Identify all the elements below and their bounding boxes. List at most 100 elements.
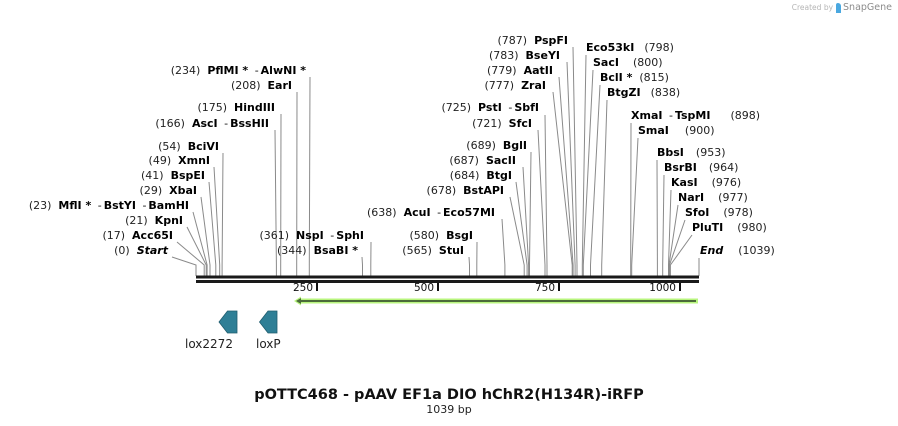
orf-arrowhead-icon [296, 298, 301, 304]
enzyme-name: NarI [678, 191, 705, 204]
separator: - [437, 206, 442, 219]
site-label-sfci[interactable]: (721) SfcI [472, 117, 532, 131]
enzyme-name: AcuI [403, 206, 431, 219]
orf-feature-arrow[interactable] [294, 296, 698, 306]
position-label: (978) [723, 206, 753, 219]
position-label: (687) [449, 154, 479, 167]
position-label: (21) [125, 214, 148, 227]
snapgene-watermark: Created by SnapGene [792, 2, 892, 13]
loxp-feature-arrow[interactable] [258, 310, 278, 334]
leader-line-zrai [552, 91, 573, 276]
site-label-acc65i[interactable]: (17) Acc65I [102, 229, 173, 243]
site-label-bseyi[interactable]: (783) BseYI [489, 49, 560, 63]
site-label-acui-eco57mi[interactable]: (638) AcuI - Eco57MI [367, 206, 495, 220]
site-label-hindiii[interactable]: (175) HindIII [197, 101, 275, 115]
start-marker-label[interactable]: (0) Start [114, 244, 168, 258]
leader-line-aatii [558, 76, 574, 276]
site-label-bsrbi[interactable]: BsrBI (964) [664, 161, 738, 175]
site-label-mfli-bstyi-bamhi[interactable]: (23) MflI * - BstYI - BamHI [29, 199, 189, 213]
enzyme-name: PflMI * [207, 64, 249, 77]
separator: - [142, 199, 147, 212]
position-label: (678) [426, 184, 457, 197]
leader-line-stui [468, 256, 470, 276]
position-label: (29) [139, 184, 163, 197]
position-label: (898) [730, 109, 761, 122]
site-label-nari[interactable]: NarI (977) [678, 191, 748, 205]
leader-line-pspfi [572, 46, 578, 276]
leader-line-mfli [192, 211, 208, 276]
leader-line-kpni [186, 226, 207, 276]
leader-line-bgli [529, 151, 532, 276]
site-label-zrai[interactable]: (777) ZraI [484, 79, 546, 93]
site-label-asci-bsshii[interactable]: (166) AscI - BssHII [155, 117, 269, 131]
site-label-bsabi[interactable]: (344) BsaBI * [277, 244, 358, 258]
site-label-bspei[interactable]: (41) BspEI [141, 169, 205, 183]
enzyme-name: BsaBI * [313, 244, 358, 257]
site-label-btgi[interactable]: (684) BtgI [450, 169, 512, 183]
site-label-pflmi-alwni[interactable]: (234) PflMI * - AlwNI * [171, 64, 306, 78]
site-label-bsgi[interactable]: (580) BsgI [410, 229, 474, 243]
leader-line-bspei [208, 181, 217, 276]
enzyme-name: BstYI [103, 199, 136, 212]
ruler-label-750: 750 [534, 282, 555, 294]
enzyme-name: BssHII [230, 117, 269, 130]
enzyme-name: PspFI [534, 34, 568, 47]
enzyme-name: Eco57MI [443, 206, 495, 219]
enzyme-name: EarI [267, 79, 292, 92]
site-label-bgli[interactable]: (689) BglI [466, 139, 527, 153]
site-label-sfoi[interactable]: SfoI (978) [685, 206, 753, 220]
site-label-xmai-tspmi[interactable]: XmaI - TspMI (898) [631, 109, 760, 123]
leader-line-smai [631, 137, 639, 276]
enzyme-name: BseYI [525, 49, 560, 62]
site-label-bcli[interactable]: BclI * (815) [600, 71, 669, 85]
enzyme-name: XmnI [178, 154, 210, 167]
feature-label-loxp[interactable]: loxP [256, 337, 281, 351]
site-label-btgzi[interactable]: BtgZI (838) [607, 86, 680, 100]
enzyme-name: KpnI [154, 214, 183, 227]
watermark-brand: SnapGene [843, 2, 892, 13]
site-label-smai[interactable]: SmaI (900) [638, 124, 715, 138]
enzyme-name: BglI [502, 139, 527, 152]
leader-line-pflmi [308, 76, 311, 276]
site-label-pspfi[interactable]: (787) PspFI [498, 34, 569, 48]
leader-line-pluti [669, 234, 693, 276]
site-label-stui[interactable]: (565) StuI [402, 244, 464, 258]
separator: - [97, 199, 102, 212]
lox2272-feature-arrow[interactable] [218, 310, 238, 334]
site-label-bcivi[interactable]: (54) BciVI [158, 140, 219, 154]
leader-line-acui [501, 218, 506, 276]
site-label-psti-sbfi[interactable]: (725) PstI - SbfI [441, 101, 539, 115]
enzyme-name: BclI * [600, 71, 633, 84]
feature-label-lox2272[interactable]: lox2272 [185, 337, 233, 351]
enzyme-name: HindIII [234, 101, 275, 114]
site-label-eari[interactable]: (208) EarI [231, 79, 292, 93]
enzyme-name: BciVI [187, 140, 219, 153]
site-label-nspi-sphi[interactable]: (361) NspI - SphI [259, 229, 364, 243]
site-label-eco53ki[interactable]: Eco53kI (798) [586, 41, 674, 55]
enzyme-name: ZraI [521, 79, 546, 92]
position-label: (787) [497, 34, 528, 47]
site-label-bbsi[interactable]: BbsI (953) [657, 146, 726, 160]
site-label-pluti[interactable]: PluTI (980) [692, 221, 767, 235]
site-label-xbai[interactable]: (29) XbaI [140, 184, 197, 198]
position-label: (838) [650, 86, 681, 99]
leader-line-bcli [590, 84, 601, 276]
site-label-kasi[interactable]: KasI (976) [671, 176, 741, 190]
separator: - [330, 229, 335, 242]
site-label-kpni[interactable]: (21) KpnI [125, 214, 183, 228]
site-label-xmni[interactable]: (49) XmnI [149, 154, 210, 168]
position-label: (234) [170, 64, 201, 77]
site-label-aatii[interactable]: (779) AatII [487, 64, 553, 78]
enzyme-name: SacI [593, 56, 619, 69]
site-label-saci[interactable]: SacI (800) [593, 56, 663, 70]
enzyme-name: BbsI [657, 146, 684, 159]
position-label: (900) [684, 124, 715, 137]
enzyme-name: SmaI [638, 124, 669, 137]
start-label: Start [136, 244, 168, 257]
site-label-sacii[interactable]: (687) SacII [449, 154, 516, 168]
leader-line-bsrbi [662, 174, 665, 276]
position-label: (779) [487, 64, 517, 77]
site-label-bstapi[interactable]: (678) BstAPI [427, 184, 504, 198]
enzyme-name: MflI * [58, 199, 92, 212]
end-marker-label[interactable]: End (1039) [700, 244, 775, 258]
